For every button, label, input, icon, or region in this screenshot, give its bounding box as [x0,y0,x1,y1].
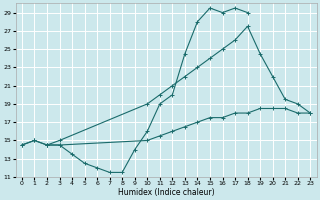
X-axis label: Humidex (Indice chaleur): Humidex (Indice chaleur) [118,188,214,197]
